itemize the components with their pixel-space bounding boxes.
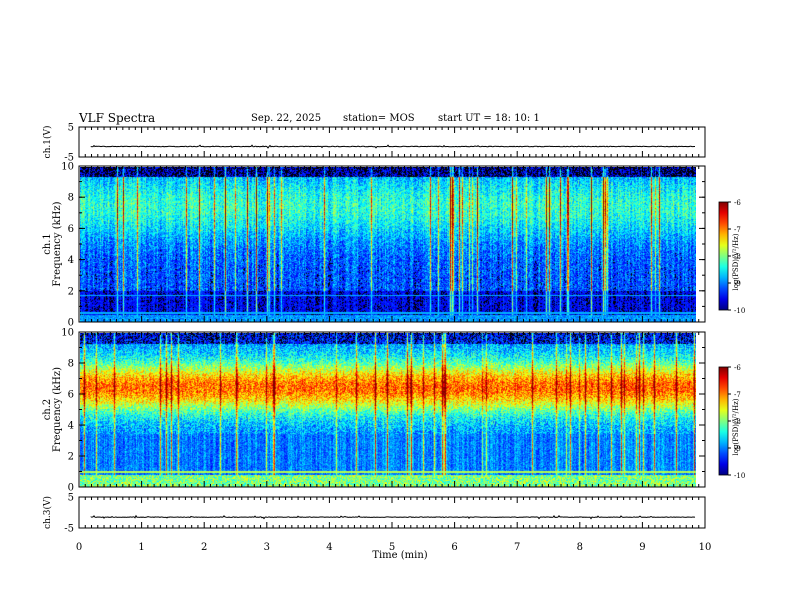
colorbar-tick-label: -10 [734,307,745,315]
y-tick-label: 0 [68,318,74,329]
x-tick-label: 6 [451,542,457,553]
y-tick-label: 4 [68,421,74,432]
x-tick-label: 1 [138,542,144,553]
y-tick-label: 2 [68,286,74,297]
colorbar-2: -6 -7 -8 -9 -10 log(PSD)(V²/Hz) [718,364,745,480]
x-tick-label: 2 [201,542,207,553]
panel-4: 5 -5 ch.3(V) [42,493,706,535]
y-tick-label: 10 [61,162,74,173]
date-label: Sep. 22, 2025 [251,113,322,124]
y-tick-label: 8 [68,359,74,370]
colorbar-tick-label: -8 [734,253,741,261]
x-tick-label: 9 [639,542,645,553]
y-tick-label: 5 [68,493,74,504]
y-tick-label: 8 [68,193,74,204]
colorbar-tick-label: -6 [734,199,741,207]
colorbar-tick-label: -9 [734,445,741,453]
x-tick-label: 8 [577,542,583,553]
start-time-label: start UT = 18: 10: 1 [438,113,540,124]
y-tick-label: 6 [68,224,74,235]
channel-label: ch.2 [42,399,53,421]
figure-title: VLF Spectra [79,111,156,125]
y-tick-label: -5 [64,524,74,535]
ch1-waveform-trace [90,144,695,149]
ch1-spectrogram-image [80,167,696,322]
colorbar-tick-label: -7 [734,391,741,399]
panel-2: 0 2 4 6 8 10 ch.1 Frequency (kHz) [42,162,706,329]
x-tick-label: 4 [326,542,332,553]
y-axis-label: ch.1(V) [42,126,53,159]
colorbar-scale [718,201,729,311]
y-tick-label: 10 [61,328,74,339]
station-label: station= MOS [343,113,415,124]
y-tick-label: 2 [68,452,74,463]
y-tick-label: -5 [64,153,74,164]
y-axis-label: ch.3(V) [42,496,53,529]
x-tick-label: 7 [514,542,520,553]
x-tick-label: 5 [389,542,395,553]
y-tick-label: 6 [68,390,74,401]
y-axis-label: Frequency (kHz) [52,201,63,286]
colorbar-label: log(PSD)(V²/Hz) [732,398,740,455]
panel-3: 0 2 4 6 8 10 ch.2 Frequency (kHz) [42,328,706,494]
y-tick-label: 0 [68,483,74,494]
x-tick-label: 0 [76,542,82,553]
x-axis-label: Time (min) [372,550,427,561]
x-tick-label: 3 [264,542,270,553]
y-tick-label: 5 [68,123,74,134]
colorbar-1: -6 -7 -8 -9 -10 log(PSD)(V²/Hz) [718,199,745,315]
colorbar-tick-label: -10 [734,472,745,480]
colorbar-tick-label: -9 [734,280,741,288]
colorbar-tick-label: -6 [734,364,741,372]
y-tick-label: 4 [68,255,74,266]
colorbar-label: log(PSD)(V²/Hz) [732,233,740,290]
colorbar-tick-label: -8 [734,418,741,426]
channel-label: ch.1 [42,233,53,255]
y-axis-label: Frequency (kHz) [52,367,63,452]
panel-1: 5 -5 ch.1(V) [42,123,706,164]
colorbar-scale [718,366,729,476]
ch2-spectrogram-image [80,333,696,487]
x-tick-label: 10 [699,542,712,553]
colorbar-tick-label: -7 [734,226,741,234]
ch3-waveform-trace [90,514,696,520]
